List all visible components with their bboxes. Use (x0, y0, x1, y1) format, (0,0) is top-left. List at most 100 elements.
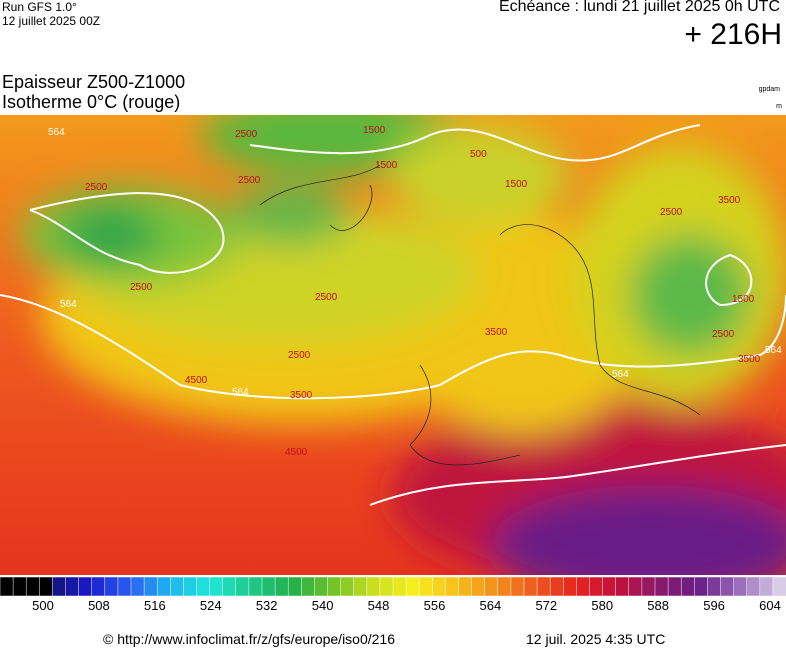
contour-label: 3500 (718, 195, 741, 206)
colorbar-swatch (39, 577, 54, 597)
valid-time: Echéance : lundi 21 juillet 2025 0h UTC (498, 0, 780, 15)
colorbar-swatch (694, 577, 709, 597)
colorbar-tick-label: 564 (480, 598, 502, 611)
contour-label: 1500 (375, 160, 398, 171)
colorbar-swatch (78, 577, 93, 597)
colorbar-tick-label: 548 (368, 598, 390, 611)
colorbar-swatch (497, 577, 512, 597)
map: 564 1500 2500 2500 2500 1500 500 1500 2500 3500 56… (0, 115, 786, 575)
colorbar-tick-label: 572 (535, 598, 557, 611)
colorbar-swatch (235, 577, 250, 597)
colorbar-swatch (523, 577, 538, 597)
colorbar-tick-label: 508 (88, 598, 110, 611)
generated-time: 12 juil. 2025 4:35 UTC (526, 631, 666, 647)
contour-label: 1500 (505, 179, 528, 190)
colorbar-tick-label: 532 (256, 598, 278, 611)
colorbar-swatch (209, 577, 224, 597)
colorbar-swatch (170, 577, 185, 597)
contour-label: 2500 (235, 129, 258, 140)
colorbar-swatch (563, 577, 578, 597)
contour-label: 4500 (185, 375, 208, 386)
colorbar-swatch (628, 577, 643, 597)
colorbar-swatch (248, 577, 263, 597)
colorbar-swatch (484, 577, 499, 597)
lead-time: + 216H (684, 18, 782, 51)
colorbar-swatch (222, 577, 237, 597)
colorbar-swatch (720, 577, 735, 597)
source-url: © http://www.infoclimat.fr/z/gfs/europe/… (103, 631, 396, 647)
colorbar-swatch (52, 577, 67, 597)
colorbar-tick-label: 596 (703, 598, 725, 611)
colorbar-swatch (143, 577, 158, 597)
colorbar-swatch (196, 577, 211, 597)
colorbar-swatch (183, 577, 198, 597)
unit: m (776, 103, 782, 110)
colorbar-swatch (261, 577, 276, 597)
colorbar-swatch (536, 577, 551, 597)
colorbar-swatch (12, 577, 27, 597)
colorbar-swatch (65, 577, 80, 597)
colorbar-tick-label: 556 (424, 598, 446, 611)
coastlines (259, 164, 701, 466)
colorbar-swatch (301, 577, 316, 597)
colorbar-swatch (510, 577, 525, 597)
colorbar-swatch (0, 577, 14, 597)
colorbar-swatch (405, 577, 420, 597)
contour-label: 3500 (290, 390, 313, 401)
contour-label: 2500 (315, 292, 338, 303)
colorbar-swatch (746, 577, 761, 597)
thickness-contour (0, 124, 786, 506)
run-label: Run GFS 1.0° (2, 0, 77, 14)
field-shading (20, 115, 786, 575)
colorbar-swatch (549, 577, 565, 597)
contour-label: 2500 (238, 175, 261, 186)
colorbar-swatch (759, 577, 774, 597)
contour-label: 2500 (712, 329, 735, 340)
contour-label: 2500 (660, 207, 683, 218)
contour-label: 3500 (485, 327, 508, 338)
contour-label: 4500 (285, 447, 308, 458)
colorbar-tick-label: 540 (312, 598, 334, 611)
colorbar-swatch (274, 577, 289, 597)
colorbar-tick-label: 500 (32, 598, 54, 611)
contour-label: 1500 (363, 125, 386, 136)
contour-labels: 564 1500 2500 2500 2500 1500 500 1500 2500 3500 56… (48, 125, 782, 458)
colorbar-swatch (379, 577, 394, 597)
colorbar-swatch (418, 577, 434, 597)
contour-label: 2500 (130, 282, 153, 293)
subtitle: Isotherme 0°C (rouge) (2, 92, 181, 112)
colorbar-swatch (432, 577, 447, 597)
colorbar-swatch (130, 577, 145, 597)
colorbar-swatch (353, 577, 368, 597)
contour-label: 2500 (288, 350, 311, 361)
colorbar-swatch (445, 577, 460, 597)
colorbar-swatch (615, 577, 630, 597)
colorbar-swatch (772, 577, 786, 597)
colorbar-swatch (641, 577, 656, 597)
colorbar-swatch (314, 577, 329, 597)
colorbar: 500 508 516 524 532 540 548 556 564 572 580 588 596 6… (0, 577, 786, 611)
colorbar-tick-label: 588 (647, 598, 669, 611)
contour-label: 3500 (738, 354, 761, 365)
colorbar-swatch (340, 577, 355, 597)
colorbar-swatch (733, 577, 748, 597)
colorbar-swatch (287, 577, 303, 597)
colorbar-tick-label: 604 (759, 598, 781, 611)
colorbar-swatch (117, 577, 132, 597)
colorbar-swatch (91, 577, 106, 597)
colorbar-tick-label: 516 (144, 598, 166, 611)
colorbar-swatch (25, 577, 41, 597)
unit: gpdam (758, 86, 780, 93)
colorbar-swatch (327, 577, 342, 597)
title: Epaisseur Z500-Z1000 (2, 72, 186, 92)
contour-label: 564 (232, 387, 249, 398)
colorbar-swatch (156, 577, 172, 597)
run-date: 12 juillet 2025 00Z (2, 14, 101, 28)
contour-label: 500 (470, 149, 487, 160)
colorbar-tick-label: 524 (200, 598, 222, 611)
colorbar-swatch (392, 577, 407, 597)
contour-label: 564 (60, 299, 77, 310)
colorbar-swatch (471, 577, 486, 597)
colorbar-swatch (654, 577, 669, 597)
colorbar-swatch (680, 577, 696, 597)
